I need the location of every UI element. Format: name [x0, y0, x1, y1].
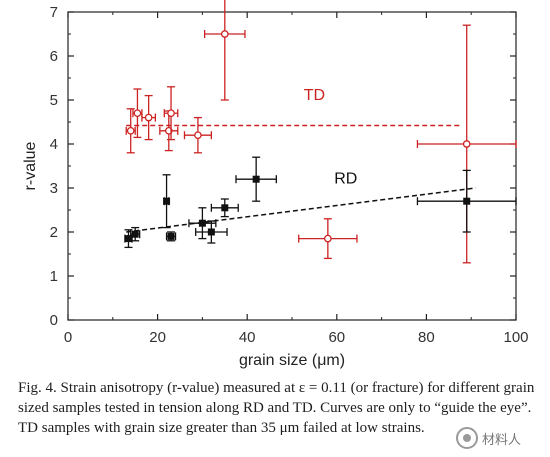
rd-marker	[221, 204, 229, 212]
td-marker	[144, 113, 153, 122]
y-axis-label: r-value	[22, 141, 39, 190]
rd-marker	[463, 197, 471, 205]
rd-data-point	[416, 169, 517, 233]
rd-annotation: RD	[334, 171, 357, 188]
td-annotation: TD	[304, 87, 325, 104]
y-tick-label: 7	[50, 4, 58, 21]
watermark: 材料人	[456, 423, 544, 453]
rd-data-point	[235, 156, 277, 202]
rd-data-point	[162, 174, 171, 229]
x-tick-label: 0	[64, 329, 72, 346]
rd-marker	[198, 219, 206, 227]
rd-marker	[131, 230, 139, 238]
x-tick-label: 20	[149, 329, 166, 346]
td-marker	[167, 109, 175, 118]
x-tick-label: 40	[239, 329, 256, 346]
rd-marker	[252, 175, 260, 183]
td-marker	[126, 126, 135, 135]
y-tick-label: 3	[50, 180, 58, 197]
rd-data-point	[210, 198, 239, 218]
td-data-point	[125, 108, 136, 154]
x-axis-label: grain size (μm)	[239, 352, 345, 369]
y-tick-label: 6	[50, 48, 58, 65]
watermark-text: 材料人	[482, 432, 522, 448]
rd-series	[124, 156, 517, 249]
rd-marker	[124, 235, 132, 243]
rd-data-point	[124, 229, 133, 249]
rd-marker	[167, 232, 175, 240]
td-marker	[323, 234, 332, 243]
td-data-point	[298, 218, 358, 260]
td-data-point	[159, 110, 179, 152]
rd-marker	[163, 197, 171, 205]
rd-data-point	[130, 226, 141, 242]
y-tick-label: 2	[50, 224, 58, 241]
caption-text: Fig. 4. Strain anisotropy (r-value) meas…	[18, 380, 535, 436]
td-data-point	[203, 0, 246, 101]
plot-frame	[67, 11, 517, 321]
x-tick-label: 100	[503, 329, 528, 346]
y-tick-label: 4	[50, 136, 58, 153]
y-tick-label: 5	[50, 92, 58, 109]
figure-caption: Fig. 4. Strain anisotropy (r-value) meas…	[18, 378, 543, 438]
td-data-point	[141, 94, 157, 141]
td-data-point	[183, 116, 213, 154]
td-data-point	[132, 88, 143, 139]
td-marker	[133, 109, 142, 118]
td-marker	[220, 30, 229, 38]
td-data-point	[163, 86, 179, 141]
y-tick-label: 1	[50, 268, 58, 285]
td-series	[125, 0, 517, 264]
x-tick-label: 60	[328, 329, 345, 346]
rd-data-point	[165, 231, 177, 242]
x-tick-label: 80	[418, 329, 435, 346]
y-tick-label: 0	[50, 312, 58, 329]
td-marker	[462, 140, 471, 148]
watermark-logo-icon	[456, 427, 478, 449]
td-marker	[194, 131, 202, 140]
rd-guide-line	[126, 187, 476, 233]
chart: 0 20 40 60 80 100 0 1 2 3 4 5 6 7 grain size (μm) r-val…	[22, 0, 529, 369]
rd-marker	[207, 228, 215, 236]
rd-data-point	[195, 220, 228, 244]
